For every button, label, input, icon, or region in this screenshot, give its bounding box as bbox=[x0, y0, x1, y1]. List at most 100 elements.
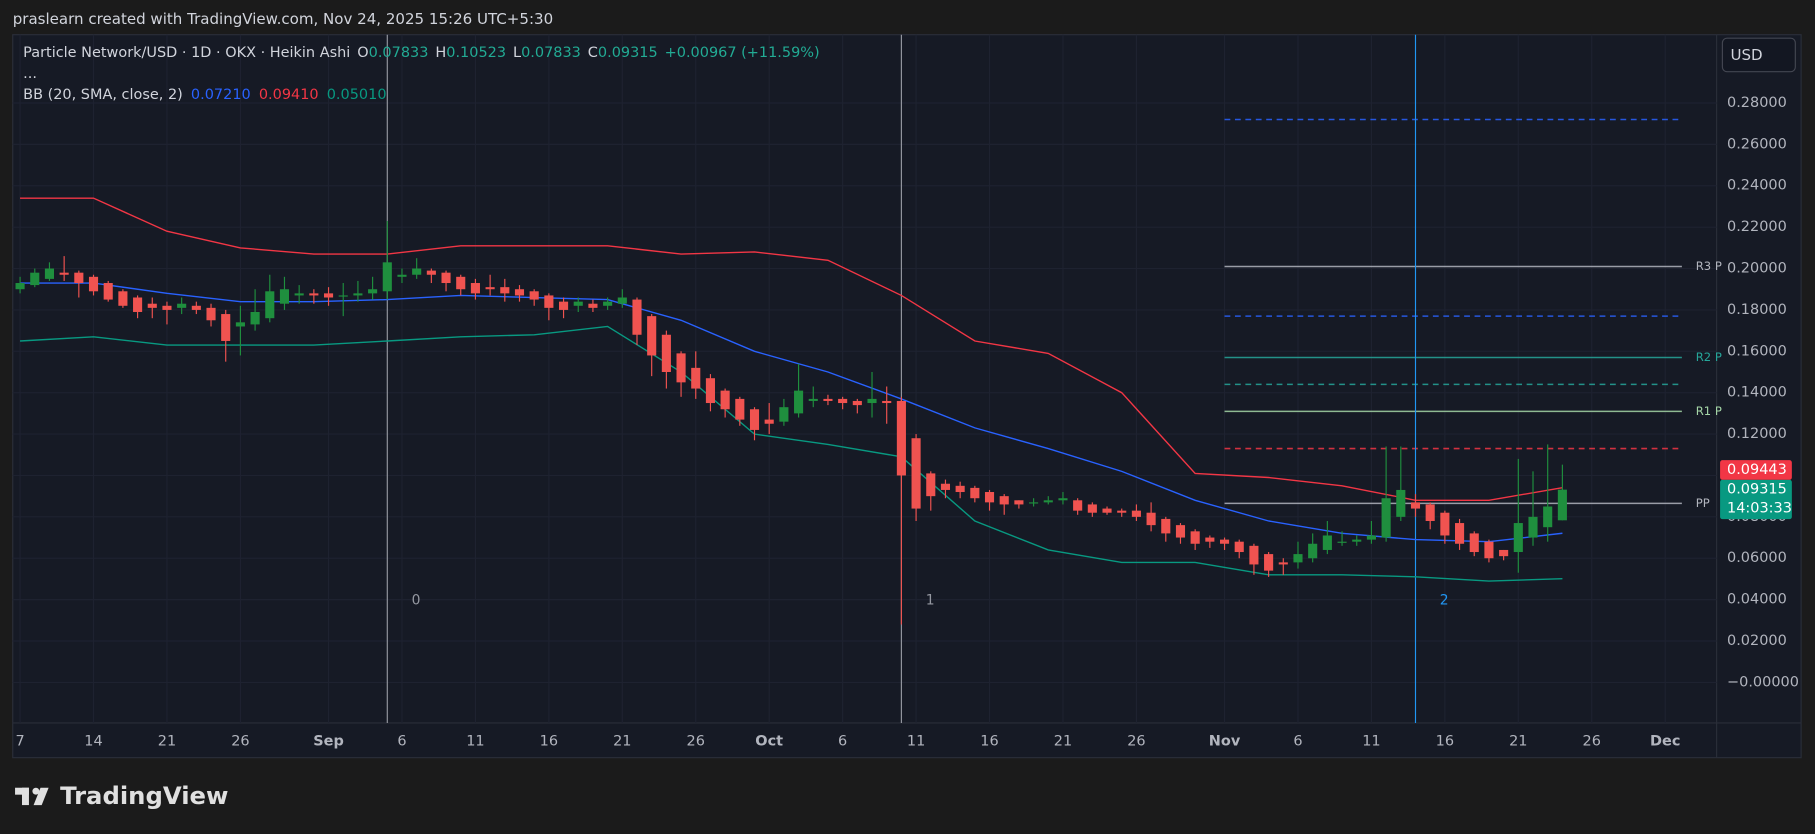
candle-body bbox=[1499, 549, 1509, 557]
candle-body bbox=[955, 485, 965, 493]
candle-body bbox=[426, 270, 436, 275]
y-tick-label: 0.12000 bbox=[1727, 426, 1787, 442]
candle-body bbox=[1219, 539, 1230, 544]
candle-body bbox=[632, 299, 642, 335]
y-tick-label: 0.04000 bbox=[1727, 592, 1787, 608]
candle-body bbox=[1455, 523, 1465, 544]
candle-body bbox=[1043, 500, 1053, 503]
logo-part bbox=[33, 787, 49, 806]
candle-body bbox=[309, 293, 319, 296]
candle-body bbox=[88, 276, 99, 292]
y-tick-label: −0.00000 bbox=[1727, 674, 1799, 690]
candle-body bbox=[970, 487, 980, 499]
ohlc-value: 0.07833 bbox=[369, 45, 429, 61]
x-tick-label: 26 bbox=[1583, 733, 1601, 749]
price-tag bbox=[1720, 460, 1792, 480]
candle-body bbox=[441, 272, 451, 284]
candle-body bbox=[1543, 506, 1553, 528]
candle-body bbox=[691, 367, 701, 389]
y-tick-label: 0.06000 bbox=[1727, 550, 1787, 566]
candle-body bbox=[1513, 523, 1523, 553]
candle-body bbox=[999, 496, 1009, 505]
candle-body bbox=[412, 268, 422, 275]
ohlc-label: C bbox=[588, 45, 598, 61]
candle-body bbox=[177, 303, 187, 308]
ohlc-label: L bbox=[513, 45, 521, 61]
x-tick-label: 26 bbox=[1127, 733, 1145, 749]
candle-body bbox=[940, 483, 951, 490]
candle-body bbox=[529, 291, 539, 300]
candle-body bbox=[59, 272, 69, 275]
candle-body bbox=[162, 305, 172, 310]
x-tick-label: 21 bbox=[1054, 733, 1072, 749]
candle-body bbox=[294, 293, 304, 296]
candle-body bbox=[926, 473, 936, 497]
vertical-line-label: 1 bbox=[926, 592, 935, 608]
x-tick-label: 16 bbox=[980, 733, 998, 749]
candle-body bbox=[44, 268, 55, 279]
candle-body bbox=[984, 492, 995, 503]
currency-button[interactable] bbox=[1721, 37, 1796, 73]
candle-body bbox=[882, 400, 892, 404]
y-tick-label: 0.18000 bbox=[1727, 302, 1787, 318]
x-tick-label: 6 bbox=[1293, 733, 1302, 749]
x-tick-label: 21 bbox=[1509, 733, 1527, 749]
y-tick-label: 0.14000 bbox=[1727, 385, 1787, 401]
candle-body bbox=[1014, 500, 1024, 505]
x-tick-label: 21 bbox=[158, 733, 176, 749]
candle-body bbox=[1190, 531, 1200, 544]
candle-body bbox=[1087, 504, 1097, 513]
candle-body bbox=[1469, 533, 1479, 553]
currency[interactable]: USD bbox=[1731, 46, 1763, 64]
candle-body bbox=[603, 301, 613, 306]
candle-body bbox=[338, 295, 348, 297]
candle-body bbox=[1410, 502, 1421, 509]
x-tick-label: 21 bbox=[613, 733, 631, 749]
candle-body bbox=[1175, 525, 1186, 538]
vertical-line-label: 0 bbox=[412, 592, 421, 608]
candle-body bbox=[896, 400, 906, 476]
candle-body bbox=[1396, 489, 1406, 517]
candle-body bbox=[15, 283, 25, 290]
x-tick-label: Nov bbox=[1209, 733, 1241, 749]
candle-body bbox=[647, 316, 657, 356]
candle-body bbox=[1322, 535, 1332, 550]
pivot-label: R3 P bbox=[1696, 259, 1722, 273]
price-tag bbox=[1720, 479, 1792, 520]
candle-body bbox=[1146, 512, 1156, 526]
candle-body bbox=[1484, 541, 1494, 559]
candle-body bbox=[794, 390, 804, 414]
candle-body bbox=[720, 390, 730, 410]
x-tick-label: 11 bbox=[1362, 733, 1380, 749]
candle-body bbox=[749, 409, 760, 430]
candle-body bbox=[779, 407, 789, 422]
x-tick-label: 11 bbox=[466, 733, 484, 749]
candle-body bbox=[206, 307, 216, 321]
logo-part bbox=[32, 787, 40, 795]
candle-body bbox=[559, 301, 569, 310]
candle-body bbox=[1308, 543, 1318, 559]
indicator-legend: BB (20, SMA, close, 2) 0.07210 0.09410 0.05… bbox=[23, 87, 386, 103]
candle-body bbox=[1073, 500, 1083, 511]
candle-body bbox=[1205, 537, 1215, 542]
candle-body bbox=[1352, 539, 1362, 542]
x-tick-label: 11 bbox=[907, 733, 925, 749]
change: +0.00967 (+11.59%) bbox=[665, 45, 820, 61]
candle-body bbox=[617, 297, 627, 304]
candle-body bbox=[1381, 498, 1391, 538]
y-tick-label: 0.24000 bbox=[1727, 178, 1787, 194]
ohlc-value: 0.07833 bbox=[521, 45, 581, 61]
pivot-label: R1 P bbox=[1696, 404, 1722, 418]
ohlc: O0.07833 H0.10523 L0.07833 C0.09315 bbox=[357, 45, 657, 61]
candle-body bbox=[500, 287, 510, 294]
candle-body bbox=[1249, 545, 1259, 565]
y-tick-label: 0.16000 bbox=[1727, 343, 1787, 359]
candle-body bbox=[147, 303, 157, 308]
logo-part bbox=[21, 787, 29, 806]
ohlc-value: 0.10523 bbox=[446, 45, 506, 61]
price-tag-label: 0.09443 bbox=[1727, 462, 1787, 478]
candle-body bbox=[1557, 489, 1567, 521]
vertical-line-label: 2 bbox=[1440, 592, 1449, 608]
x-tick-label: 7 bbox=[15, 733, 24, 749]
